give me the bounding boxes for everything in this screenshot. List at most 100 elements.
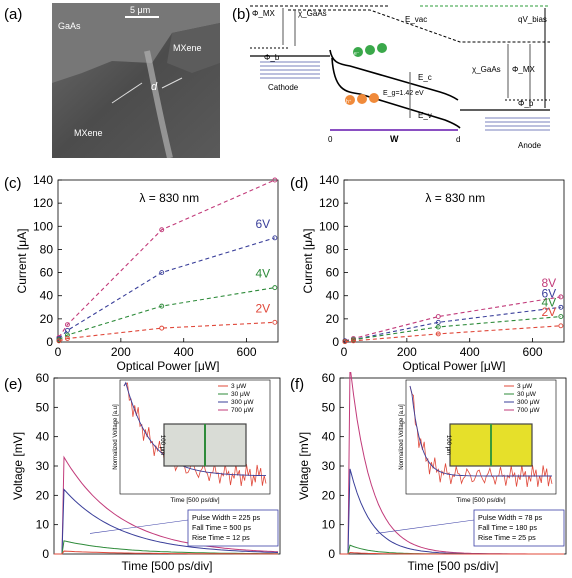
chart-e-inset-mean-trace <box>123 381 266 477</box>
chart-f-ytick-label: 20 <box>322 488 336 502</box>
chart-d-point-2V <box>435 331 441 337</box>
chart-e-inset-legend-label: 700 μW <box>231 407 254 414</box>
chart-d-series-label-2V: 2V <box>542 305 557 319</box>
label-electron: e⁻ <box>354 51 360 57</box>
chart-c-point-8V <box>272 177 278 183</box>
label-e-vac: E_vac <box>405 15 427 24</box>
chart-d-point-4V <box>558 314 564 319</box>
chart-c-series-line-4V <box>58 287 275 341</box>
chart-f-info-box <box>473 509 565 547</box>
chart-c-point-4V <box>159 303 165 309</box>
chart-d-series-line-6V <box>344 306 561 342</box>
chart-c-xlabel: Optical Power [μW] <box>117 359 220 372</box>
chart-d-ytick-label: 0 <box>332 335 339 349</box>
chart-c: 0 20 40 60 80 100 120 140 0 200 400 600 Optical Powe… <box>15 172 279 372</box>
chart-d-series-label-4V: 4V <box>542 296 557 310</box>
chart-f-inset-mean-trace <box>409 385 552 477</box>
chart-e-inset-scale-label: 100 μm <box>159 435 165 455</box>
chart-e-info-pulse: Pulse Width = 225 ps <box>192 513 261 522</box>
chart-d-point-8V <box>435 314 441 319</box>
chart-c-xtick-label: 0 <box>55 345 62 359</box>
chart-f-inset-legend-label: 700 μW <box>517 407 540 414</box>
chart-f-inset-scale-label: 100 μm <box>445 435 451 455</box>
chart-c-annotation: λ = 830 nm <box>139 191 199 205</box>
chart-c-ytick-label: 80 <box>40 242 54 256</box>
chart-e-trace-700 μW <box>54 455 279 555</box>
chart-f-ytick-label: 10 <box>322 518 336 532</box>
chart-d-ytick-label: 40 <box>326 289 340 303</box>
chart-c-point-8V <box>64 322 70 328</box>
chart-c-point-2V <box>272 319 278 325</box>
chart-d-xtick-label: 0 <box>341 345 348 359</box>
chart-c-xtick-label: 600 <box>237 345 257 359</box>
chart-c-point-2V <box>64 336 70 341</box>
sem-label-gaas: GaAs <box>58 21 81 31</box>
label-phi-b-left: Φ_b <box>264 53 280 62</box>
sem-image: GaAs 5 μm MXene MXene d <box>52 3 220 158</box>
panel-d-label: (d) <box>290 175 309 192</box>
chart-f-info-pulse: Pulse Width = 78 ps <box>478 513 543 522</box>
label-ev: E_v <box>418 111 432 120</box>
chart-c-ytick-label: 20 <box>40 312 54 326</box>
chart-d-ytick-label: 20 <box>326 312 340 326</box>
label-qvbias: qV_bias <box>518 15 547 24</box>
panel-b-label: (b) <box>232 6 251 23</box>
sem-label-mxene-bottom: MXene <box>74 128 103 138</box>
chart-c-series-label-8V: 8V <box>256 172 271 173</box>
chart-e-inset-noisy-trace <box>123 382 267 487</box>
chart-d-ytick-label: 120 <box>319 196 339 210</box>
chart-c-point-6V <box>64 327 70 333</box>
label-cathode: Cathode <box>268 83 299 92</box>
chart-c-ytick-label: 60 <box>40 266 54 280</box>
chart-f-xlabel: Time [500 ps/div] <box>408 559 499 573</box>
chart-e-inset-legend-label: 300 μW <box>231 399 254 406</box>
chart-d-ytick-label: 80 <box>326 242 340 256</box>
chart-e-inset-legend-label: 30 μW <box>231 391 251 398</box>
chart-c-ytick-label: 40 <box>40 289 54 303</box>
chart-f-info-pointer <box>375 519 475 534</box>
chart-e-xlabel: Time [500 ps/div] <box>122 559 213 573</box>
chart-f-inset-legend-label: 30 μW <box>517 391 537 398</box>
chart-d-point-2V <box>558 323 564 329</box>
chart-f-ytick-label: 0 <box>328 547 335 561</box>
chart-d-series-label-8V: 8V <box>542 276 557 290</box>
chart-f-trace-3 μW <box>340 552 564 555</box>
chart-e-ytick-label: 10 <box>36 518 50 532</box>
label-d: d <box>456 135 460 144</box>
chart-f-inset-xlabel: Time [500 ps/div] <box>456 497 505 504</box>
chart-d-ylabel: Current [μA] <box>301 229 315 294</box>
sem-label-d: d <box>151 81 158 93</box>
chart-d-ytick-label: 60 <box>326 266 340 280</box>
band-diagram: Φ_MX χ_GaAs E_vac qV_bias Φ_b Cathode E_… <box>250 5 550 150</box>
chart-c-ylabel: Current [μA] <box>15 229 29 294</box>
label-chi-gaas-left: χ_GaAs <box>298 9 327 18</box>
chart-c-ytick-label: 100 <box>33 219 53 233</box>
chart-e-trace-300 μW <box>54 488 279 555</box>
chart-d-xlabel: Optical Power [μW] <box>403 359 506 372</box>
sem-label-mxene-top: MXene <box>173 43 202 53</box>
chart-e-ytick-label: 50 <box>36 400 50 414</box>
chart-e-trace-3 μW <box>54 550 278 555</box>
chart-e-ytick-label: 0 <box>42 547 49 561</box>
chart-d-xtick-label: 400 <box>460 345 480 359</box>
chart-f: 0 10 20 30 40 50 60 Time [500 ps/div] Voltage [m… <box>297 372 567 573</box>
chart-d-xtick-label: 200 <box>397 345 417 359</box>
chart-d-series-line-8V <box>344 296 561 342</box>
chart-e-ytick-label: 60 <box>36 372 50 385</box>
label-eg: E_g=1.42 eV <box>383 90 424 97</box>
chart-c-plot-frame <box>57 179 279 343</box>
panel-c-label: (c) <box>4 175 22 192</box>
chart-c-series-line-8V <box>58 179 276 338</box>
chart-c-xtick-label: 200 <box>111 345 131 359</box>
chart-e: 0 10 20 30 40 50 60 Time [500 ps/div] Voltage [m… <box>11 372 281 573</box>
chart-d-ytick-label: 100 <box>319 219 339 233</box>
chart-d: 0 20 40 60 80 100 120 140 0 200 400 600 Optical Powe… <box>301 173 565 372</box>
chart-c-ytick-label: 120 <box>33 196 53 210</box>
chart-d-point-2V <box>350 338 356 344</box>
panel-e-label: (e) <box>4 376 23 393</box>
chart-c-point-4V <box>64 332 70 338</box>
chart-e-inset-ylabel: Normalized Voltage [a.u] <box>113 404 119 470</box>
chart-f-inset-ylabel: Normalized Voltage [a.u] <box>399 404 405 470</box>
panel-f-label: (f) <box>290 376 305 393</box>
chart-f-inset-legend-label: 300 μW <box>517 399 540 406</box>
